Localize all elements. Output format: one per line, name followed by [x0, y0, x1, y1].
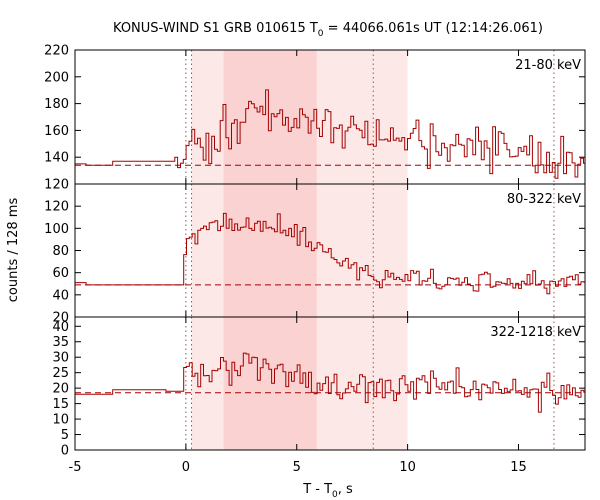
y-axis-title: counts / 128 ms	[6, 198, 21, 303]
x-axis-title-suffix: , s	[338, 482, 353, 497]
y-tick-label: 60	[52, 266, 69, 281]
x-axis: -5 0 5 10 15	[69, 460, 527, 475]
chart-title-subscript: 0	[318, 29, 324, 39]
panel-1: 120 140 160 180 200 220 21-80 keV	[44, 44, 586, 193]
y-tick-label: 200	[44, 70, 69, 85]
y-tick-label: 5	[61, 428, 69, 443]
y-tick-label: 180	[44, 97, 69, 112]
shaded-interval-2	[223, 184, 317, 317]
chart-title-suffix: = 44066.061s UT (12:14:26.061)	[324, 21, 543, 36]
y-tick-label: 120	[44, 200, 69, 215]
energy-band-label: 21-80 keV	[515, 58, 581, 73]
y-tick-label: 120	[44, 178, 69, 193]
y-tick-label: 15	[52, 397, 69, 412]
y-tick-label: 100	[44, 222, 69, 237]
panel-2: 20 40 60 80 100 120 80-322 keV	[44, 183, 586, 326]
y-tick-label: 160	[44, 124, 69, 139]
y-tick-label: 20	[52, 311, 69, 326]
energy-band-label: 322-1218 keV	[490, 325, 581, 340]
y-tick-label: 40	[52, 320, 69, 335]
y-tick-label: 35	[52, 335, 69, 350]
panel-frame	[74, 316, 586, 451]
chart-title: KONUS-WIND S1 GRB 010615 T0 = 44066.061s…	[113, 21, 543, 39]
y-tick-label: 25	[52, 366, 69, 381]
x-tick-label: 15	[510, 460, 527, 475]
x-tick-label: 0	[182, 460, 190, 475]
shaded-interval-2	[223, 50, 317, 184]
count-rate-series	[75, 89, 585, 179]
x-axis-title-subscript: 0	[332, 490, 338, 500]
chart-title-prefix: KONUS-WIND S1 GRB 010615 T	[113, 21, 318, 36]
x-axis-title: T - T0, s	[302, 482, 353, 500]
x-tick-label: -5	[69, 460, 82, 475]
y-tick-label: 40	[52, 288, 69, 303]
x-axis-title-prefix: T - T	[302, 482, 332, 497]
energy-band-label: 80-322 keV	[507, 192, 581, 207]
y-tick-label: 10	[52, 413, 69, 428]
x-tick-label: 5	[293, 460, 301, 475]
y-tick-label: 220	[44, 44, 69, 59]
y-tick-label: 80	[52, 244, 69, 259]
y-tick-label: 0	[61, 444, 69, 459]
y-tick-label: 30	[52, 351, 69, 366]
y-tick-label: 20	[52, 382, 69, 397]
x-tick-label: 10	[399, 460, 416, 475]
y-tick-label: 140	[44, 151, 69, 166]
count-rate-series	[75, 212, 585, 295]
count-rate-series	[75, 352, 585, 413]
